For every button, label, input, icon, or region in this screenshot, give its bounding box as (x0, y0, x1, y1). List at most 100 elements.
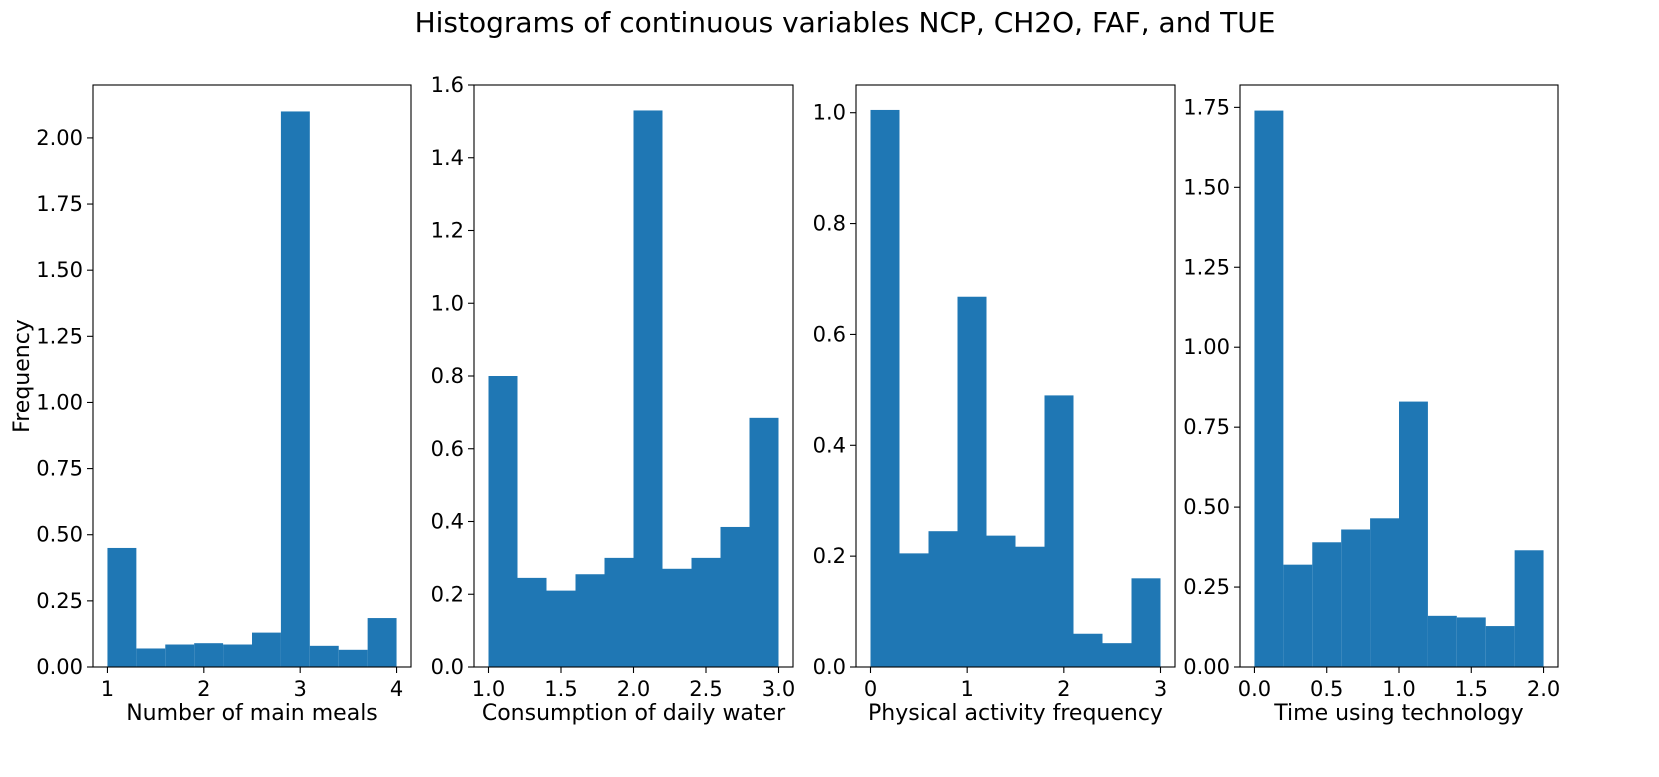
x-tick-label: 1.5 (544, 677, 577, 701)
x-axis-label: Physical activity frequency (868, 701, 1163, 726)
histogram-bar (1514, 550, 1544, 667)
x-tick-label: 2 (197, 677, 210, 701)
x-tick-label: 2 (1057, 677, 1070, 701)
y-tick-label: 0.50 (1183, 495, 1230, 519)
histogram-bar (1427, 615, 1457, 667)
histogram-bar (165, 644, 195, 667)
y-tick-label: 2.00 (36, 126, 83, 150)
histogram-bar (1131, 578, 1161, 667)
histogram-panel-3: 0 1 2 3 0.0 0.2 0.4 0.6 0.8 1.0 Physical activity … (813, 84, 1176, 726)
histogram-bar (136, 648, 166, 667)
histogram-panels: 1 2 3 40.000.250.500.751.001.251.501.752.00… (10, 73, 1560, 726)
y-tick-label: 1.0 (431, 291, 464, 315)
histogram-bar (1370, 518, 1399, 667)
y-tick-label: 0.4 (431, 510, 464, 534)
histogram-bar (1312, 542, 1342, 667)
y-tick-label: 0.8 (431, 364, 464, 388)
histogram-bar (223, 644, 252, 667)
y-tick-label: 1.50 (1183, 175, 1230, 199)
histogram-bar (338, 649, 368, 667)
histogram-bar (107, 547, 137, 667)
y-axis-label: Frequency (10, 319, 35, 433)
histogram-bar (1456, 617, 1486, 667)
y-tick-label: 1.00 (36, 390, 83, 414)
histogram-bar (280, 111, 310, 668)
axes-frame (855, 84, 1176, 668)
histogram-bar (1102, 643, 1132, 667)
x-tick-label: 3 (1154, 677, 1167, 701)
y-tick-label: 0.2 (431, 582, 464, 606)
histogram-bar (986, 535, 1016, 667)
histogram-bar (1341, 529, 1371, 667)
y-tick-label: 1.6 (431, 73, 464, 97)
x-tick-label: 0.0 (1238, 677, 1271, 701)
histogram-bar (691, 557, 721, 667)
y-tick-label: 1.75 (1183, 95, 1230, 119)
histogram-panel-1: 1 2 3 4 0.00 0.25 0.50 0.75 1.00 1.25 1.50 1.75 2.00… (10, 84, 412, 726)
histogram-bar (662, 568, 692, 667)
histogram-bar (604, 557, 634, 667)
x-tick-label: 2.0 (617, 677, 650, 701)
histogram-bar (1015, 546, 1045, 667)
x-tick-label: 4 (390, 677, 403, 701)
histogram-bar (870, 109, 900, 667)
histogram-bar (194, 643, 224, 667)
histogram-bar (1044, 395, 1074, 667)
histogram-bar (1283, 564, 1313, 667)
y-tick-label: 1.50 (36, 258, 83, 282)
histogram-bar (928, 531, 958, 667)
histogram-bar (367, 618, 397, 667)
x-tick-label: 1.5 (1455, 677, 1488, 701)
y-tick-label: 1.00 (1183, 335, 1230, 359)
y-tick-label: 1.4 (431, 146, 464, 170)
y-tick-label: 0.00 (36, 655, 83, 679)
x-axis-label: Number of main meals (126, 701, 378, 726)
y-tick-label: 1.0 (813, 101, 846, 125)
histogram-panel-2: 1.0 1.5 2.0 2.5 3.0 0.0 0.2 0.4 0.6 0.8 1.0 1.2 1.4 1… (431, 73, 796, 726)
y-tick-label: 0.4 (813, 433, 846, 457)
y-tick-label: 0.75 (36, 457, 83, 481)
y-tick-label: 1.25 (36, 324, 83, 348)
y-tick-label: 1.25 (1183, 255, 1230, 279)
x-tick-label: 3 (293, 677, 306, 701)
histogram-bar (517, 577, 547, 667)
histogram-bar (633, 110, 663, 667)
histogram-bar (957, 296, 987, 667)
x-tick-label: 1.0 (1382, 677, 1415, 701)
histogram-bar (749, 417, 779, 667)
x-tick-label: 2.5 (689, 677, 722, 701)
y-tick-label: 1.75 (36, 192, 83, 216)
x-axis-label: Time using technology (1273, 701, 1523, 726)
histogram-bar (575, 574, 605, 667)
histogram-bar (899, 553, 929, 667)
x-tick-label: 2.0 (1527, 677, 1560, 701)
histogram-bar (1399, 401, 1428, 667)
y-tick-label: 0.6 (431, 437, 464, 461)
axes-frame (92, 84, 412, 668)
histogram-bar (1485, 626, 1515, 667)
histogram-bar (1254, 110, 1284, 668)
histogram-bar (720, 526, 750, 667)
histogram-bar (1073, 633, 1103, 667)
histogram-panel-4: 0.0 0.5 1.0 1.5 2.0 0.00 0.25 0.50 0.75 1.00 1.25 1… (1183, 84, 1560, 726)
y-tick-label: 0.0 (813, 655, 846, 679)
histogram-bar (546, 590, 576, 667)
y-tick-label: 0.8 (813, 212, 846, 236)
histogram-bar (252, 632, 281, 667)
y-tick-label: 1.2 (431, 219, 464, 243)
y-tick-label: 0.25 (36, 589, 83, 613)
x-tick-label: 0.5 (1310, 677, 1343, 701)
y-tick-label: 0.00 (1183, 655, 1230, 679)
y-tick-label: 0.25 (1183, 575, 1230, 599)
y-tick-label: 0.0 (431, 655, 464, 679)
x-axis-label: Consumption of daily water (482, 701, 786, 726)
x-tick-label: 1 (101, 677, 114, 701)
x-tick-label: 0 (864, 677, 877, 701)
histogram-bar (488, 376, 518, 667)
y-tick-label: 0.75 (1183, 415, 1230, 439)
y-tick-label: 0.6 (813, 322, 846, 346)
histogram-bar (309, 645, 339, 667)
y-tick-label: 0.50 (36, 523, 83, 547)
x-tick-label: 3.0 (762, 677, 795, 701)
